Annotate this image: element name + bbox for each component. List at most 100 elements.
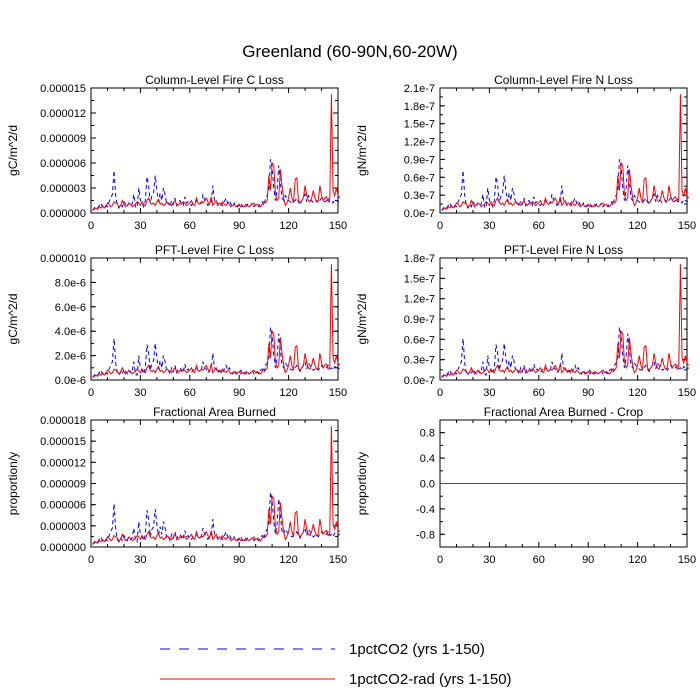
x-tick-label: 90 [233, 387, 245, 399]
y-tick-label: 0.3e-7 [404, 355, 435, 367]
x-tick-label: 150 [329, 387, 347, 399]
x-tick-label: 0 [88, 387, 94, 399]
x-tick-label: 120 [279, 220, 297, 232]
plot-frame [439, 257, 688, 381]
y-tick-label: 2.1e-7 [404, 83, 435, 95]
series-line-1pctco2-rad [441, 94, 690, 211]
x-tick-label: 90 [582, 220, 594, 232]
plot-frame [90, 87, 339, 214]
x-tick-label: 120 [628, 554, 646, 566]
panel-title: PFT-Level Fire C Loss [155, 243, 274, 257]
x-tick-label: 60 [533, 220, 545, 232]
y-tick-label: 0.0e-7 [404, 208, 435, 220]
y-tick-label: 0.9e-7 [404, 154, 435, 166]
x-tick-label: 60 [533, 387, 545, 399]
chart-panel-3: PFT-Level Fire N Loss gN/m^2/d 0 30 60 90 120 1… [355, 243, 696, 399]
x-tick-label: 30 [483, 387, 495, 399]
y-tick-label: 0.000012 [40, 108, 86, 120]
x-tick-label: 60 [184, 554, 196, 566]
x-tick-label: 30 [483, 220, 495, 232]
panel-title: Column-Level Fire N Loss [494, 73, 633, 87]
y-tick-label: 0.000018 [40, 415, 86, 427]
x-tick-label: 0 [437, 554, 443, 566]
y-tick-label: 1.8e-7 [404, 253, 435, 265]
series-line-1pctco2-rad [92, 94, 341, 211]
x-tick-label: 60 [533, 554, 545, 566]
chart-panel-0: Column-Level Fire C Loss gC/m^2/d 0 30 60 90 1… [6, 73, 347, 232]
x-tick-label: 30 [483, 554, 495, 566]
y-tick-label: 8.0e-6 [55, 277, 86, 289]
y-tick-label: 0.000015 [40, 83, 86, 95]
y-tick-label: 0.4 [420, 453, 435, 465]
x-tick-label: 0 [437, 387, 443, 399]
y-tick-label: 0.000000 [40, 542, 86, 554]
x-tick-label: 150 [329, 220, 347, 232]
chart-panel-1: Column-Level Fire N Loss gN/m^2/d 0 30 60 90 1… [355, 73, 696, 232]
y-tick-label: 0.3e-7 [404, 190, 435, 202]
y-tick-label: 0.000006 [40, 158, 86, 170]
x-tick-label: 60 [184, 387, 196, 399]
x-tick-label: 30 [134, 220, 146, 232]
x-tick-label: 150 [678, 554, 696, 566]
series-line-1pctco2 [441, 159, 689, 211]
y-tick-label: 1.5e-7 [404, 119, 435, 131]
y-tick-label: 1.2e-7 [404, 137, 435, 149]
series-line-1pctco2 [441, 327, 689, 378]
chart-panel-2: PFT-Level Fire C Loss gC/m^2/d 0 30 60 90 120 1… [6, 243, 347, 399]
series-line-1pctco2-rad [441, 264, 690, 378]
y-axis-label: proportion/y [6, 452, 20, 515]
y-tick-label: 0.000009 [40, 479, 86, 491]
x-tick-label: 150 [678, 220, 696, 232]
x-tick-label: 0 [88, 554, 94, 566]
x-tick-label: 30 [134, 554, 146, 566]
x-tick-label: 150 [329, 554, 347, 566]
y-tick-label: -0.8 [416, 529, 435, 541]
y-axis-label: gC/m^2/d [6, 294, 20, 345]
y-tick-label: 0.9e-7 [404, 314, 435, 326]
x-tick-label: 0 [88, 220, 94, 232]
y-tick-label: 2.0e-6 [55, 351, 86, 363]
x-tick-label: 90 [582, 387, 594, 399]
series-line-1pctco2 [92, 327, 340, 378]
y-tick-label: 0.0e-7 [404, 375, 435, 387]
x-tick-label: 90 [233, 220, 245, 232]
x-tick-label: 150 [678, 387, 696, 399]
y-tick-label: 0.8 [420, 428, 435, 440]
y-tick-label: 4.0e-6 [55, 326, 86, 338]
series-line-1pctco2 [92, 159, 340, 211]
y-tick-label: 0.0 [420, 479, 435, 491]
y-tick-label: 0.000000 [40, 208, 86, 220]
panels: Column-Level Fire C Loss gC/m^2/d 0 30 60 90 1… [6, 73, 696, 566]
plot-frame [90, 419, 339, 548]
x-tick-label: 90 [582, 554, 594, 566]
figure-title: Greenland (60-90N,60-20W) [242, 42, 457, 61]
y-tick-label: 0.6e-7 [404, 334, 435, 346]
x-tick-label: 120 [628, 387, 646, 399]
y-tick-label: 1.5e-7 [404, 273, 435, 285]
legend-label-1pctco2-rad: 1pctCO2-rad (yrs 1-150) [349, 671, 512, 688]
plot-frame [439, 87, 688, 214]
y-axis-label: gN/m^2/d [355, 125, 369, 176]
series-line-1pctco2-rad [92, 264, 341, 378]
y-axis-label: gC/m^2/d [6, 125, 20, 176]
series-line-1pctco2 [92, 492, 340, 545]
y-axis-label: gN/m^2/d [355, 294, 369, 345]
y-tick-label: 0.000006 [40, 500, 86, 512]
x-tick-label: 120 [279, 554, 297, 566]
series-line-1pctco2-rad [92, 426, 341, 545]
chart-panel-5: Fractional Area Burned - Crop proportion/… [355, 405, 696, 566]
y-tick-label: 0.000015 [40, 436, 86, 448]
legend-label-1pctco2: 1pctCO2 (yrs 1-150) [349, 641, 485, 658]
y-tick-label: -0.4 [416, 504, 435, 516]
y-tick-label: 0.0e-6 [55, 375, 86, 387]
y-axis-label: proportion/y [355, 452, 369, 515]
panel-title: Fractional Area Burned - Crop [484, 405, 644, 419]
chart-panel-4: Fractional Area Burned proportion/y 0 30 60 9… [6, 405, 347, 566]
x-tick-label: 60 [184, 220, 196, 232]
y-tick-label: 1.8e-7 [404, 101, 435, 113]
x-tick-label: 120 [628, 220, 646, 232]
x-tick-label: 30 [134, 387, 146, 399]
x-tick-label: 0 [437, 220, 443, 232]
y-tick-label: 1.2e-7 [404, 294, 435, 306]
